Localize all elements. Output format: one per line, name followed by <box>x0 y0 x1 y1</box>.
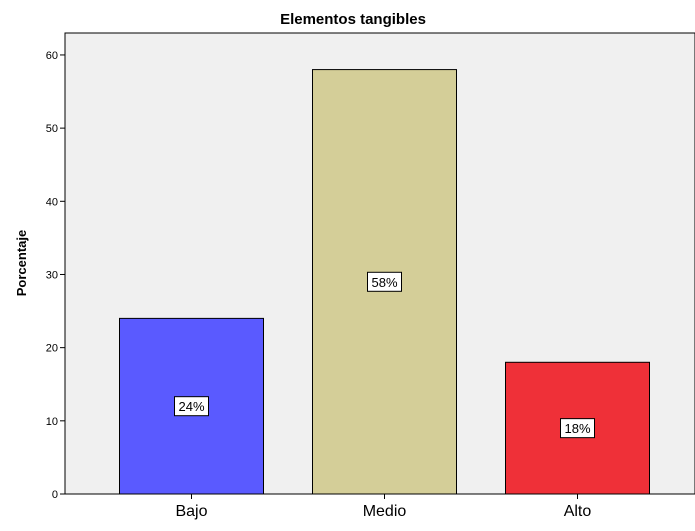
x-tick-label: Alto <box>564 503 592 520</box>
y-tick-label: 0 <box>52 489 58 501</box>
y-tick-label: 50 <box>46 123 58 135</box>
data-label-box <box>367 271 402 292</box>
bars: 24% 58% 18% <box>119 69 650 495</box>
data-label-box <box>174 396 209 417</box>
y-axis-label: Porcentaje <box>14 230 29 296</box>
y-tick-label: 10 <box>46 416 58 428</box>
x-tick-label: Bajo <box>175 503 207 520</box>
y-tick-label: 20 <box>46 343 58 355</box>
data-label: 24% <box>178 399 204 414</box>
chart-title: Elementos tangibles <box>280 11 426 28</box>
data-label-box <box>560 418 595 439</box>
y-axis-ticks: 0 10 20 30 40 50 60 <box>46 50 65 501</box>
x-axis-ticks: Bajo Medio Alto <box>175 494 591 520</box>
x-tick-label: Medio <box>363 503 407 520</box>
y-tick-label: 60 <box>46 50 58 62</box>
data-label: 58% <box>371 275 397 290</box>
data-label: 18% <box>564 421 590 436</box>
y-tick-label: 40 <box>46 196 58 208</box>
y-tick-label: 30 <box>46 269 58 281</box>
